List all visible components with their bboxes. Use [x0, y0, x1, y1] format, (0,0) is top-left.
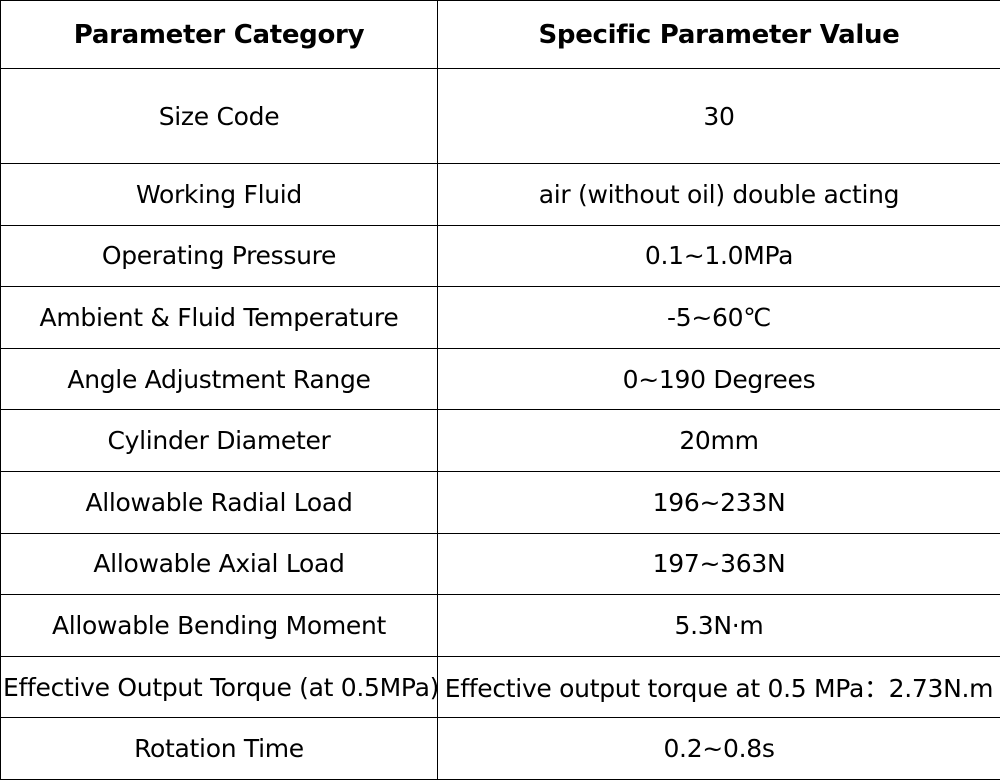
header-parameter-value: Specific Parameter Value	[437, 0, 1000, 69]
value-cell: air (without oil) double acting	[437, 163, 1000, 226]
table-row: Allowable Radial Load 196~233N	[0, 471, 1000, 534]
value-cell: 20mm	[437, 409, 1000, 473]
category-cell: Ambient & Fluid Temperature	[0, 286, 438, 349]
value-cell: 196~233N	[437, 471, 1000, 534]
table-row: Allowable Bending Moment 5.3N·m	[0, 594, 1000, 657]
header-parameter-category: Parameter Category	[0, 0, 438, 69]
table-row: Size Code 30	[0, 67, 1000, 165]
value-cell: -5~60℃	[437, 286, 1000, 349]
table-row: Working Fluid air (without oil) double a…	[0, 163, 1000, 226]
category-cell: Angle Adjustment Range	[0, 347, 438, 411]
value-cell: 0.1~1.0MPa	[437, 224, 1000, 288]
table-row: Operating Pressure 0.1~1.0MPa	[0, 224, 1000, 288]
value-cell: 0.2~0.8s	[437, 717, 1000, 780]
header-row: Parameter Category Specific Parameter Va…	[0, 0, 1000, 69]
value-cell: 30	[437, 67, 1000, 165]
category-cell: Effective Output Torque (at 0.5MPa)	[0, 655, 438, 719]
table-row: Angle Adjustment Range 0~190 Degrees	[0, 347, 1000, 411]
category-cell: Size Code	[0, 67, 438, 165]
category-cell: Working Fluid	[0, 163, 438, 226]
table-row: Cylinder Diameter 20mm	[0, 409, 1000, 473]
value-cell: 0~190 Degrees	[437, 347, 1000, 411]
table-row: Allowable Axial Load 197~363N	[0, 532, 1000, 596]
category-cell: Operating Pressure	[0, 224, 438, 288]
value-cell: 197~363N	[437, 532, 1000, 596]
category-cell: Allowable Axial Load	[0, 532, 438, 596]
value-cell: 5.3N·m	[437, 594, 1000, 657]
table-row: Rotation Time 0.2~0.8s	[0, 717, 1000, 780]
value-cell: Effective output torque at 0.5 MPa：2.73N…	[437, 655, 1000, 719]
category-cell: Allowable Bending Moment	[0, 594, 438, 657]
category-cell: Allowable Radial Load	[0, 471, 438, 534]
category-cell: Rotation Time	[0, 717, 438, 780]
table-row: Ambient & Fluid Temperature -5~60℃	[0, 286, 1000, 349]
category-cell: Cylinder Diameter	[0, 409, 438, 473]
table-row: Effective Output Torque (at 0.5MPa) Effe…	[0, 655, 1000, 719]
